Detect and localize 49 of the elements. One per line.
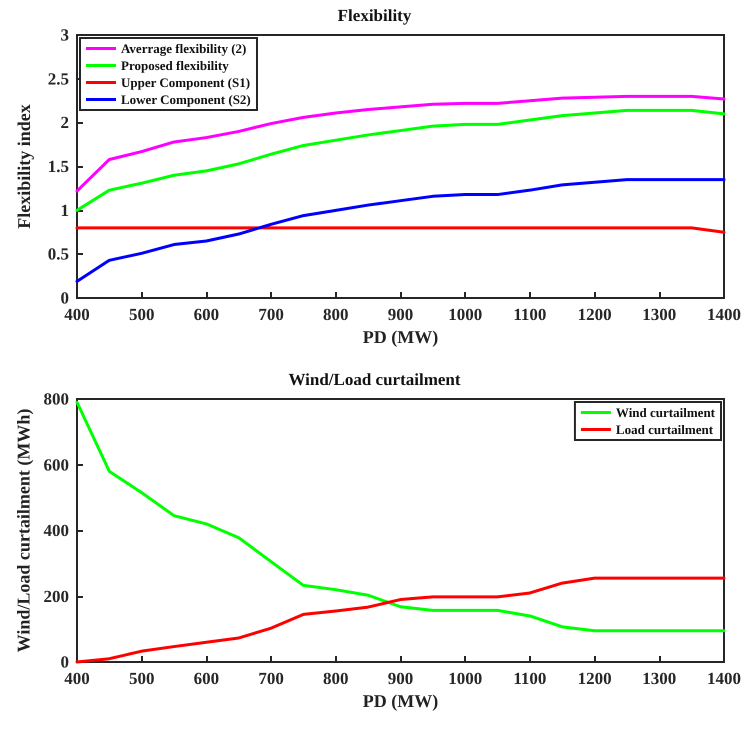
x-tick-label: 800 xyxy=(323,305,349,324)
x-tick-label: 500 xyxy=(128,305,154,324)
line-series xyxy=(76,178,726,283)
x-tick-label: 700 xyxy=(258,305,284,324)
y-tick-label: 600 xyxy=(44,455,69,474)
y-axis-title: Flexibility index xyxy=(14,104,34,229)
y-tick-label: 800 xyxy=(44,390,69,408)
x-tick-label: 700 xyxy=(258,669,284,688)
legend-label: Lower Component (S2) xyxy=(121,92,251,107)
x-tick-label: 1000 xyxy=(448,305,482,324)
legend-label: Proposed flexibility xyxy=(121,58,230,73)
x-tick-label: 1400 xyxy=(707,305,741,324)
y-tick-label: 2.5 xyxy=(48,69,69,88)
x-axis-title: PD (MW) xyxy=(362,690,438,711)
y-axis-title: Wind/Load curtailment (MWh) xyxy=(14,408,34,652)
x-tick-label: 1300 xyxy=(642,305,676,324)
x-tick-label: 1200 xyxy=(578,669,612,688)
line-series xyxy=(76,108,726,212)
y-tick-label: 400 xyxy=(44,521,69,540)
y-tick-label: 0.5 xyxy=(48,244,69,264)
x-tick-label: 900 xyxy=(388,669,414,688)
legend-label: Load curtailment xyxy=(616,422,714,437)
y-tick-label: 1 xyxy=(60,200,69,220)
chart-title: Flexibility xyxy=(338,6,412,25)
x-tick-label: 600 xyxy=(194,305,220,324)
x-axis-title: PD (MW) xyxy=(362,326,438,347)
y-tick-label: 0 xyxy=(60,288,69,308)
x-tick-label: 1200 xyxy=(578,305,612,324)
y-tick-label: 0 xyxy=(60,652,69,672)
y-tick-label: 1.5 xyxy=(48,157,69,176)
x-tick-label: 900 xyxy=(388,305,414,324)
x-tick-label: 1100 xyxy=(513,305,546,324)
x-tick-label: 1400 xyxy=(707,669,741,688)
x-tick-label: 1000 xyxy=(448,669,482,688)
x-tick-label: 1100 xyxy=(513,669,546,688)
y-tick-label: 200 xyxy=(44,586,69,606)
line-series xyxy=(76,400,726,632)
chart-title: Wind/Load curtailment xyxy=(288,370,461,389)
line-series xyxy=(76,94,726,193)
y-tick-label: 3 xyxy=(60,26,69,44)
legend-label: Averrage flexibility (2) xyxy=(121,41,246,56)
x-tick-label: 1300 xyxy=(642,669,676,688)
x-tick-label: 500 xyxy=(128,669,154,688)
y-tick-label: 2 xyxy=(60,113,69,132)
x-tick-label: 600 xyxy=(194,669,220,688)
x-tick-label: 800 xyxy=(323,669,349,688)
legend-label: Wind curtailment xyxy=(616,405,716,420)
legend-label: Upper Component (S1) xyxy=(121,75,250,90)
line-series xyxy=(76,576,726,664)
